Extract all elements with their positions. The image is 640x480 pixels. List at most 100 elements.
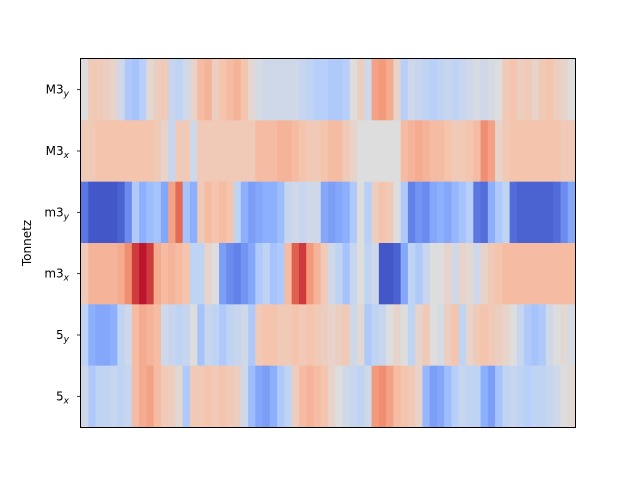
heatmap-cell [117, 120, 126, 182]
heatmap-cell [269, 365, 278, 428]
y-tick-label-subscript: x [63, 151, 70, 161]
heatmap-cell [364, 243, 373, 305]
heatmap-cell [567, 181, 576, 244]
heatmap-cell [320, 243, 329, 305]
heatmap-cell [240, 120, 249, 182]
heatmap-cell [291, 304, 300, 366]
heatmap-cell [95, 365, 104, 428]
heatmap-cell [95, 243, 104, 305]
heatmap-cell [553, 59, 562, 121]
heatmap-cell [364, 365, 373, 428]
heatmap-cell [219, 181, 227, 244]
heatmap-cell [422, 365, 431, 428]
y-tick-label-base: 5 [56, 328, 64, 342]
heatmap-cell [466, 120, 474, 182]
heatmap-cell [226, 365, 235, 428]
heatmap-cell [102, 59, 111, 121]
plot-frame [80, 58, 576, 428]
heatmap-cell [466, 181, 474, 244]
heatmap-cell [466, 59, 474, 121]
heatmap-cell [124, 120, 133, 182]
y-tick-label-base: m3 [44, 205, 63, 219]
heatmap-cell [95, 181, 104, 244]
heatmap-cell [422, 120, 431, 182]
heatmap-cell [516, 181, 525, 244]
heatmap-cell [117, 365, 126, 428]
heatmap-cell [473, 120, 482, 182]
heatmap-cell [197, 181, 206, 244]
heatmap-cell [531, 181, 540, 244]
heatmap-cell [349, 365, 358, 428]
heatmap-cell [495, 243, 503, 305]
heatmap-cell [509, 59, 518, 121]
heatmap-cell [211, 120, 220, 182]
heatmap-cell [81, 59, 89, 121]
heatmap-cell [524, 120, 533, 182]
heatmap-cell [451, 304, 460, 366]
heatmap-cell [284, 120, 293, 182]
heatmap-cells [81, 59, 576, 428]
heatmap-cell [197, 120, 206, 182]
heatmap-cell [139, 59, 147, 121]
heatmap-cell [560, 304, 569, 366]
heatmap-cell [219, 59, 227, 121]
heatmap-cell [233, 365, 242, 428]
heatmap-cell [349, 243, 358, 305]
heatmap-cell [102, 304, 111, 366]
heatmap-cell [211, 181, 220, 244]
heatmap-cell [349, 120, 358, 182]
heatmap-cell [516, 59, 525, 121]
y-tick-label: 5x [56, 389, 70, 406]
heatmap-cell [168, 120, 177, 182]
heatmap-cell [197, 365, 206, 428]
heatmap-cell [357, 304, 365, 366]
heatmap-cell [153, 120, 162, 182]
heatmap-cell [524, 243, 533, 305]
heatmap-cell [386, 120, 394, 182]
heatmap-cell [110, 365, 118, 428]
heatmap-cell [386, 243, 394, 305]
heatmap-cell [313, 243, 322, 305]
heatmap-cell [342, 59, 351, 121]
heatmap-cell [444, 365, 453, 428]
heatmap-cell [131, 365, 140, 428]
heatmap-cell [189, 181, 198, 244]
heatmap-cell [110, 181, 118, 244]
heatmap-cell [393, 304, 402, 366]
y-tick-label-subscript: y [63, 212, 70, 222]
heatmap-cell [197, 304, 206, 366]
heatmap-cell [407, 365, 416, 428]
y-tick-label-base: m3 [44, 267, 63, 281]
heatmap-cell [415, 120, 424, 182]
heatmap-cell [175, 120, 184, 182]
heatmap-cell [269, 120, 278, 182]
heatmap-cell [386, 365, 394, 428]
heatmap-cell [262, 120, 271, 182]
heatmap-cell [553, 304, 562, 366]
heatmap-cell [371, 365, 380, 428]
heatmap-cell [182, 243, 191, 305]
heatmap-cell [81, 304, 89, 366]
heatmap-cell [153, 243, 162, 305]
heatmap-cell [146, 120, 155, 182]
heatmap-cell [328, 120, 336, 182]
heatmap-cell [538, 181, 547, 244]
heatmap-cell [357, 120, 365, 182]
heatmap-cell [516, 365, 525, 428]
heatmap-cell [219, 243, 227, 305]
heatmap-cell [371, 304, 380, 366]
y-axis-label: Tonnetz [20, 220, 34, 267]
heatmap-cell [567, 304, 576, 366]
heatmap-cell [531, 243, 540, 305]
heatmap-cell [538, 243, 547, 305]
heatmap-cell [110, 304, 118, 366]
heatmap-cell [429, 59, 438, 121]
heatmap-cell [538, 120, 547, 182]
heatmap-cell [538, 59, 547, 121]
heatmap-cell [204, 59, 213, 121]
heatmap-cell [429, 120, 438, 182]
heatmap-cell [146, 304, 155, 366]
heatmap-cell [422, 181, 431, 244]
heatmap-cell [451, 181, 460, 244]
